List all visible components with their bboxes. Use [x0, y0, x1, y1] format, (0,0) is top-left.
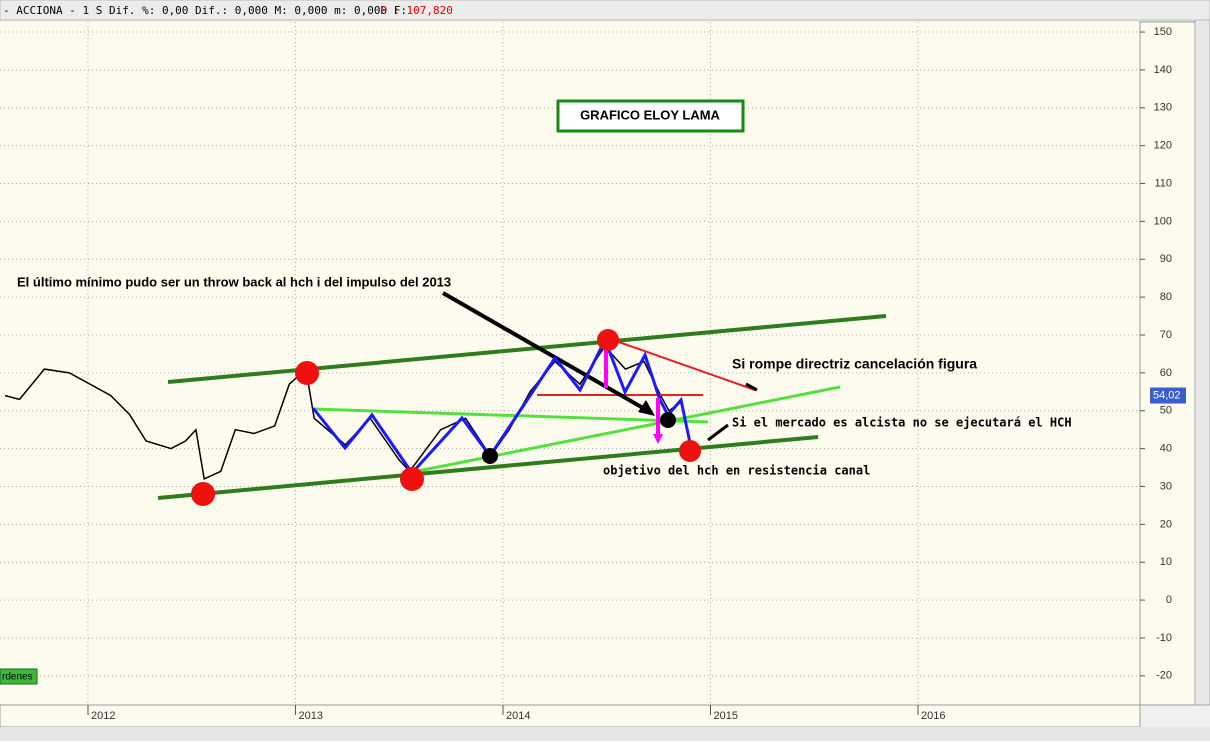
pointer-arrow	[442, 291, 651, 414]
annotations-layer: GRAFICO ELOY LAMA El último mínimo pudo …	[17, 99, 1072, 506]
x-tick-label: 2012	[91, 710, 115, 722]
small-arrow	[745, 382, 758, 392]
y-tick-label: 40	[1160, 443, 1172, 455]
red-trendline	[612, 339, 756, 391]
x-tick-label: 2015	[713, 710, 737, 722]
plot-area	[0, 22, 1140, 705]
y-tick-label: 60	[1160, 367, 1172, 379]
x-axis-area	[0, 704, 1141, 728]
scrollbar[interactable]	[1194, 7, 1210, 706]
annotation: Si el mercado es alcista no se ejecutará…	[732, 416, 1072, 430]
y-tick-label: 50	[1160, 405, 1172, 417]
neckline	[312, 407, 709, 424]
annotation: Si rompe directriz cancelación figura	[732, 356, 977, 372]
pattern-path	[311, 336, 692, 476]
small-arrow	[707, 423, 729, 442]
red-dot	[295, 361, 319, 385]
black-dot	[660, 412, 676, 428]
title-box	[556, 99, 745, 133]
y-tick-label: 10	[1160, 556, 1172, 568]
arrow-head	[638, 400, 655, 416]
channel-upper	[167, 314, 887, 384]
y-tick-label: 70	[1160, 329, 1172, 341]
last-price-label: 54,02	[1153, 389, 1181, 401]
red-dot	[597, 329, 619, 351]
price-line	[4, 345, 680, 480]
x-tick-label: 2016	[921, 710, 945, 722]
black-dot	[482, 448, 498, 464]
y-tick-label: 110	[1154, 177, 1172, 189]
chart-title: GRAFICO ELOY LAMA	[580, 107, 720, 122]
y-tick-label: 30	[1160, 480, 1172, 492]
status-bar	[0, 727, 1210, 741]
last-price-box	[1150, 387, 1186, 404]
y-tick-label: 20	[1160, 518, 1172, 530]
y-tick-label: 100	[1154, 215, 1172, 227]
price-label: P : 107,820	[380, 4, 453, 17]
annotation: El último mínimo pudo ser un throw back …	[17, 274, 451, 289]
header-bar	[0, 0, 1210, 21]
red-dot	[679, 440, 701, 462]
red-dot	[191, 482, 215, 506]
y-axis-area	[1139, 21, 1196, 706]
y-tick-label: 140	[1154, 64, 1172, 76]
x-tick-label: 2014	[506, 710, 530, 722]
y-tick-label: 80	[1160, 291, 1172, 303]
x-tick-label: 2013	[298, 710, 322, 722]
y-tick-label: -20	[1156, 670, 1172, 682]
orders-button-label[interactable]: rdenes	[2, 672, 33, 683]
header-text: - ACCIONA - 1 S Dif. %: 0,00 Dif.: 0,000…	[3, 4, 407, 17]
y-tick-label: 130	[1154, 102, 1172, 114]
y-tick-label: -10	[1156, 632, 1172, 644]
y-tick-label: 0	[1166, 594, 1172, 606]
orders-button[interactable]	[0, 668, 38, 685]
annotation: objetivo del hch en resistencia canal	[603, 464, 870, 478]
y-tick-label: 150	[1154, 26, 1172, 38]
red-dot	[400, 467, 424, 491]
arrow-head	[653, 434, 663, 444]
y-tick-label: 120	[1154, 140, 1172, 152]
y-tick-label: 90	[1160, 253, 1172, 265]
channel-lower	[157, 435, 819, 500]
